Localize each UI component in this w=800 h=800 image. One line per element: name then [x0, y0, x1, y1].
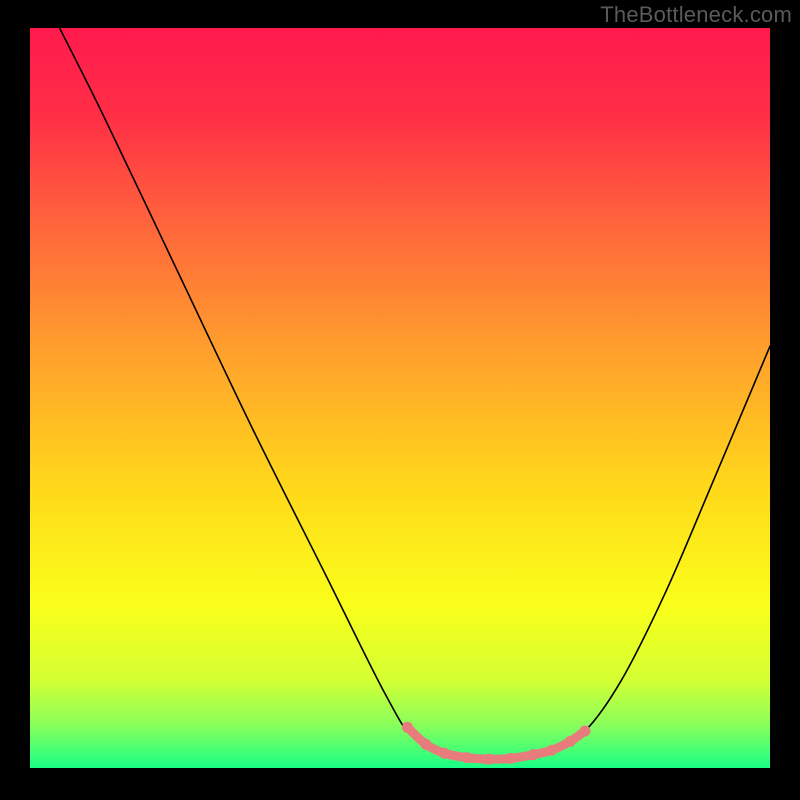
- highlight-dot: [420, 739, 431, 750]
- highlight-dot: [402, 722, 413, 733]
- chart-frame: TheBottleneck.com: [0, 0, 800, 800]
- highlight-dot: [506, 753, 517, 764]
- highlight-dot: [546, 745, 557, 756]
- highlight-dot: [528, 749, 539, 760]
- watermark: TheBottleneck.com: [600, 2, 792, 28]
- highlight-dot: [565, 736, 576, 747]
- highlight-dot: [483, 754, 494, 765]
- highlight-dot: [461, 752, 472, 763]
- highlight-dot: [439, 748, 450, 759]
- highlight-dot: [580, 726, 591, 737]
- bottleneck-chart: [30, 28, 770, 768]
- plot-background: [30, 28, 770, 768]
